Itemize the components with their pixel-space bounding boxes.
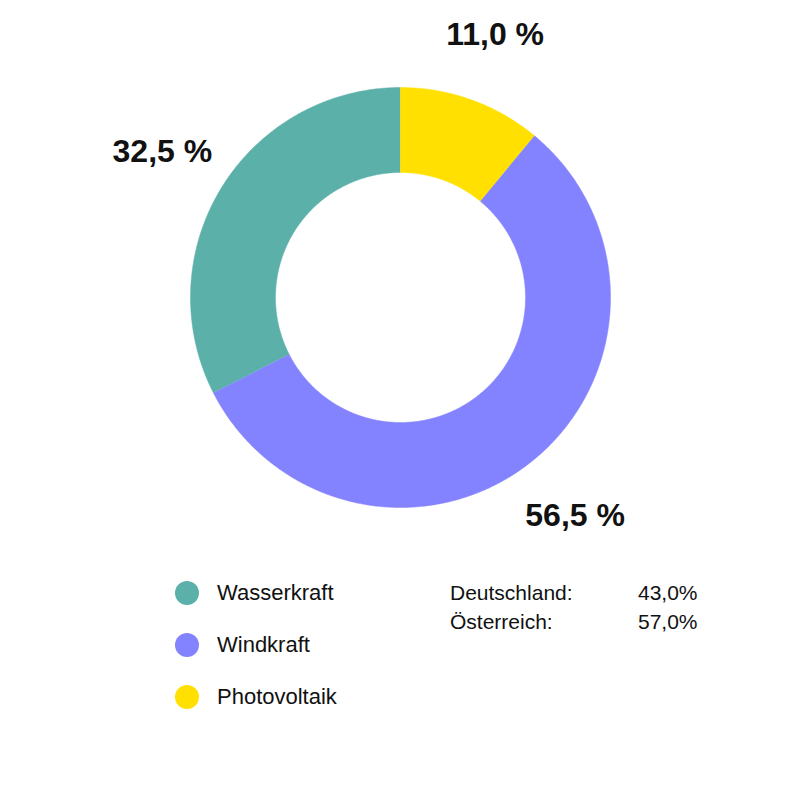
- svg-text:32,5 %: 32,5 %: [113, 133, 213, 169]
- html-text:43,0%: 43,0%: [638, 580, 698, 604]
- html-text:Österreich:: Österreich:: [450, 609, 553, 633]
- html-text:Photovoltaik: Photovoltaik: [217, 684, 337, 709]
- html-text:57,0%: 57,0%: [638, 609, 698, 633]
- html-text:Windkraft: Windkraft: [217, 632, 310, 657]
- html-text:Deutschland:: Deutschland:: [450, 580, 573, 604]
- svg-text:56,5 %: 56,5 %: [525, 497, 625, 533]
- svg-text:11,0 %: 11,0 %: [446, 16, 544, 52]
- html-text:Wasserkraft: Wasserkraft: [217, 580, 334, 605]
